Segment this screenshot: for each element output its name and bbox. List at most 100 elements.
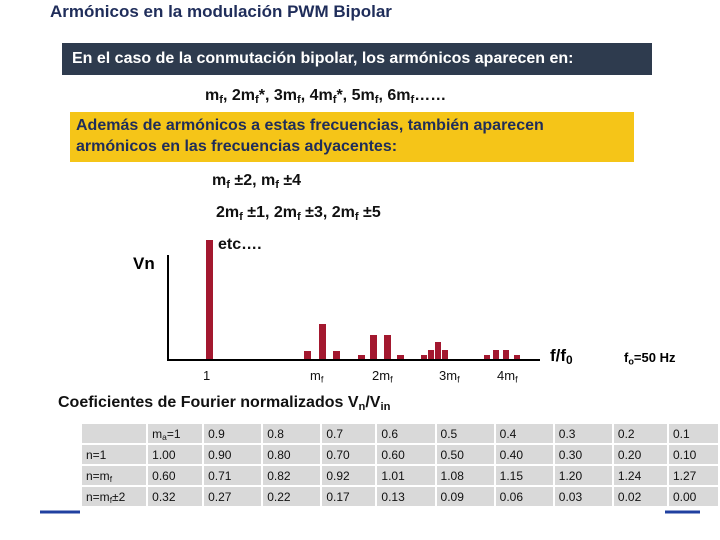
text-part: , 6m: [378, 87, 411, 104]
table-cell: 1.01: [375, 464, 437, 487]
table-cell: 0.71: [202, 464, 264, 487]
text-part: ±4: [278, 172, 302, 189]
text-part: Coeficientes de Fourier normalizados V: [58, 394, 359, 411]
bar: [333, 351, 340, 360]
sideband-line: 2mf ±1, 2mf ±3, 2mf ±5: [216, 204, 381, 222]
bar: [384, 335, 391, 360]
table-cell: 0.5: [434, 422, 496, 445]
spectrum-bars: [206, 240, 520, 360]
table-cell: 0.82: [261, 464, 323, 487]
table-cell: 1.24: [611, 464, 669, 487]
table-cell: 0.70: [320, 443, 378, 466]
etc: etc….: [218, 236, 262, 253]
table-cell: 0.60: [375, 443, 437, 466]
table-cell: 1.20: [552, 464, 614, 487]
text-part: ±2, m: [229, 172, 276, 189]
harmonics-line: mf, 2mf*, 3mf, 4mf*, 5mf, 6mf……: [205, 87, 446, 105]
text-part: , 4m: [300, 87, 333, 104]
subscript: f: [239, 210, 243, 223]
text-part: ±1, 2m: [242, 204, 297, 221]
text-part: n=1: [86, 447, 107, 462]
subscript: a: [162, 431, 167, 442]
table-cell: 0.20: [611, 443, 669, 466]
subscript: f: [219, 93, 223, 106]
table-cell: 0.8: [261, 422, 323, 445]
subscript: f: [515, 374, 518, 385]
table-cell: [79, 422, 149, 445]
subscript: f: [390, 374, 393, 385]
table-cell: 0.4: [493, 422, 555, 445]
text-part: =50 Hz: [633, 350, 676, 365]
table-cell: 1.27: [666, 464, 720, 487]
bar: [442, 350, 448, 360]
subscript: f: [332, 93, 337, 106]
table-cell: 0.03: [552, 485, 614, 508]
text-part: 3m: [439, 368, 458, 383]
text-part: *, 3m: [258, 87, 297, 104]
bar: [304, 351, 311, 360]
table-cell: 0.06: [493, 485, 555, 508]
y-axis-label: Vn: [133, 254, 155, 273]
table-cell: 0.00: [666, 485, 720, 508]
table-cell: 0.40: [493, 443, 555, 466]
text-part: ±3, 2m: [300, 204, 355, 221]
subscript: f: [296, 93, 301, 106]
slide-title: Armónicos en la modulación PWM Bipolar: [50, 2, 392, 21]
table-cell: 0.09: [434, 485, 496, 508]
text-part: f/f: [550, 346, 567, 365]
bar: [421, 355, 427, 360]
text-part: 2m: [216, 204, 240, 221]
text-part: 1: [203, 368, 211, 383]
table-cell: 0.6: [375, 422, 437, 445]
text-part: m: [152, 426, 163, 441]
text-part: m: [205, 87, 220, 104]
x-tick-label: 3mf: [439, 368, 460, 384]
bar: [370, 335, 377, 360]
subscript: f: [226, 178, 230, 191]
table-cell: 0.27: [202, 485, 264, 508]
subscript: f: [109, 473, 113, 484]
table-cell: 0.17: [320, 485, 378, 508]
x-tick-label: 1: [203, 368, 210, 383]
text-part: 4m: [497, 368, 516, 383]
bar: [514, 355, 520, 360]
bar: [428, 350, 434, 360]
table-cell: 0.1: [666, 422, 720, 445]
banner: En el caso de la conmutación bipolar, lo…: [62, 43, 652, 75]
text-part: n=m: [86, 468, 110, 483]
subscript: n: [358, 400, 366, 413]
table-row: n=mf 0.60 0.71 0.82 0.92 1.01 1.08 1.15 1.20 1.24…: [79, 464, 720, 487]
text-part: *, 5m: [336, 87, 375, 104]
table-cell: 1.08: [434, 464, 496, 487]
table-cell: 0.32: [146, 485, 205, 508]
table-row: n=mf±2 0.32 0.27 0.22 0.17 0.13 0.09 0.06 0.03 0.…: [79, 485, 720, 508]
coefficient-table: ma=1 0.9 0.8 0.7 0.6 0.5 0.4 0.3 0.2 0.1 n=1 1.00 0.…: [79, 422, 720, 508]
text-part: ±5: [358, 204, 381, 221]
text-part: ……: [414, 87, 447, 104]
text-part: /V: [365, 394, 381, 411]
table-cell: 0.7: [320, 422, 378, 445]
table-cell: 0.2: [611, 422, 669, 445]
x-tick-label: 4mf: [497, 368, 518, 385]
subscript: f: [275, 178, 279, 191]
callout-line: Además de armónicos a estas frecuencias,…: [76, 117, 544, 134]
callout: Además de armónicos a estas frecuencias,…: [70, 112, 634, 162]
subscript: f: [254, 93, 259, 106]
subscript: f: [320, 374, 324, 385]
bar: [484, 355, 490, 360]
frequency-note: fo=50 Hz: [624, 350, 676, 366]
subscript: f: [354, 210, 359, 223]
table-cell: 0.9: [202, 422, 264, 445]
table-cell: n=mf: [79, 464, 149, 487]
bar: [397, 355, 404, 360]
table-cell: 0.92: [320, 464, 378, 487]
subscript: f: [374, 93, 379, 106]
table-cell: 0.10: [666, 443, 720, 466]
bar: [503, 350, 509, 360]
table-cell: 0.02: [611, 485, 669, 508]
text-part: ±2: [112, 489, 126, 504]
text-part: m: [212, 172, 227, 189]
table-header-row: ma=1 0.9 0.8 0.7 0.6 0.5 0.4 0.3 0.2 0.1: [79, 422, 720, 445]
table-cell: 0.3: [552, 422, 614, 445]
